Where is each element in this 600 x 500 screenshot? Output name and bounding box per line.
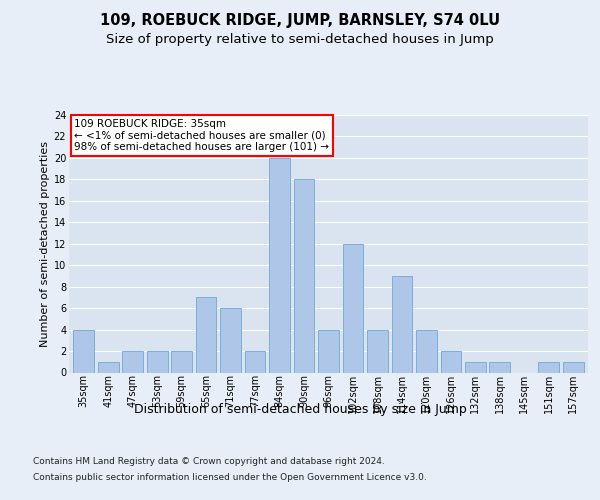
Bar — [440, 351, 461, 372]
Text: Contains HM Land Registry data © Crown copyright and database right 2024.: Contains HM Land Registry data © Crown c… — [33, 458, 385, 466]
Bar — [465, 362, 486, 372]
Text: Distribution of semi-detached houses by size in Jump: Distribution of semi-detached houses by … — [134, 402, 466, 415]
Bar — [538, 362, 559, 372]
Bar — [98, 362, 119, 372]
Bar — [122, 351, 143, 372]
Bar — [293, 180, 314, 372]
Bar — [367, 330, 388, 372]
Bar — [269, 158, 290, 372]
Bar — [416, 330, 437, 372]
Bar — [490, 362, 510, 372]
Bar — [196, 298, 217, 372]
Bar — [171, 351, 192, 372]
Text: 109, ROEBUCK RIDGE, JUMP, BARNSLEY, S74 0LU: 109, ROEBUCK RIDGE, JUMP, BARNSLEY, S74 … — [100, 12, 500, 28]
Bar — [318, 330, 339, 372]
Text: 109 ROEBUCK RIDGE: 35sqm
← <1% of semi-detached houses are smaller (0)
98% of se: 109 ROEBUCK RIDGE: 35sqm ← <1% of semi-d… — [74, 119, 329, 152]
Text: Contains public sector information licensed under the Open Government Licence v3: Contains public sector information licen… — [33, 472, 427, 482]
Bar — [220, 308, 241, 372]
Bar — [73, 330, 94, 372]
Bar — [392, 276, 412, 372]
Bar — [563, 362, 584, 372]
Y-axis label: Number of semi-detached properties: Number of semi-detached properties — [40, 141, 50, 347]
Bar — [245, 351, 265, 372]
Bar — [343, 244, 364, 372]
Bar — [147, 351, 167, 372]
Text: Size of property relative to semi-detached houses in Jump: Size of property relative to semi-detach… — [106, 32, 494, 46]
